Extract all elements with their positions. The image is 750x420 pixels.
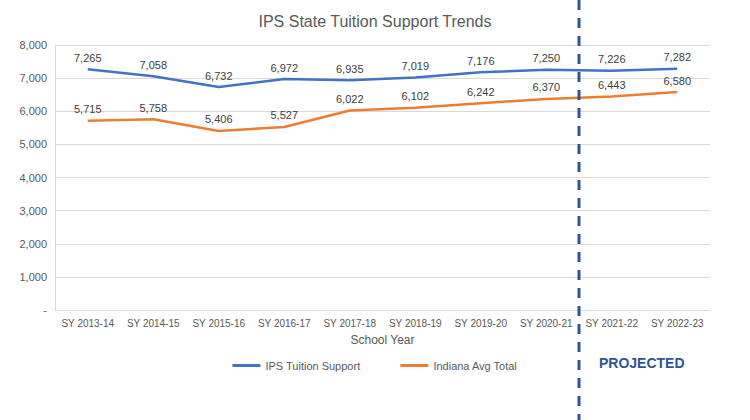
svg-text:7,265: 7,265	[74, 52, 102, 64]
svg-text:4,000: 4,000	[19, 172, 47, 184]
svg-text:SY 2022-23: SY 2022-23	[651, 318, 704, 329]
svg-text:7,000: 7,000	[19, 72, 47, 84]
svg-text:6,580: 6,580	[663, 75, 691, 87]
svg-text:SY 2013-14: SY 2013-14	[61, 318, 114, 329]
svg-text:5,000: 5,000	[19, 138, 47, 150]
svg-text:6,000: 6,000	[19, 105, 47, 117]
svg-text:6,972: 6,972	[270, 62, 298, 74]
svg-text:PROJECTED: PROJECTED	[599, 355, 685, 371]
svg-text:6,242: 6,242	[467, 86, 495, 98]
svg-text:6,935: 6,935	[336, 63, 364, 75]
svg-text:2,000: 2,000	[19, 238, 47, 250]
svg-text:6,732: 6,732	[205, 70, 233, 82]
svg-text:1,000: 1,000	[19, 271, 47, 283]
svg-text:School Year: School Year	[350, 333, 414, 347]
svg-text:-: -	[43, 304, 47, 316]
svg-text:6,102: 6,102	[401, 90, 429, 102]
svg-text:SY 2020-21: SY 2020-21	[520, 318, 573, 329]
svg-text:SY 2017-18: SY 2017-18	[323, 318, 376, 329]
svg-text:7,058: 7,058	[139, 59, 167, 71]
svg-text:SY 2019-20: SY 2019-20	[454, 318, 507, 329]
svg-text:6,443: 6,443	[598, 79, 626, 91]
svg-text:6,022: 6,022	[336, 93, 364, 105]
svg-text:6,370: 6,370	[532, 81, 560, 93]
svg-text:5,406: 5,406	[205, 113, 233, 125]
svg-text:7,250: 7,250	[532, 52, 560, 64]
svg-text:Indiana Avg Total: Indiana Avg Total	[433, 360, 516, 372]
svg-text:5,758: 5,758	[139, 102, 167, 114]
svg-text:7,282: 7,282	[663, 51, 691, 63]
svg-text:7,176: 7,176	[467, 55, 495, 67]
svg-text:SY 2021-22: SY 2021-22	[585, 318, 638, 329]
svg-text:IPS State Tuition Support Tren: IPS State Tuition Support Trends	[258, 13, 491, 30]
svg-text:5,527: 5,527	[270, 109, 298, 121]
svg-text:SY 2015-16: SY 2015-16	[192, 318, 245, 329]
svg-text:8,000: 8,000	[19, 39, 47, 51]
svg-text:7,019: 7,019	[401, 60, 429, 72]
svg-text:SY 2014-15: SY 2014-15	[127, 318, 180, 329]
svg-text:SY 2018-19: SY 2018-19	[389, 318, 442, 329]
svg-text:7,226: 7,226	[598, 53, 626, 65]
svg-text:5,715: 5,715	[74, 103, 102, 115]
svg-text:SY 2016-17: SY 2016-17	[258, 318, 311, 329]
svg-text:IPS Tuition Support: IPS Tuition Support	[265, 360, 360, 372]
svg-text:3,000: 3,000	[19, 205, 47, 217]
